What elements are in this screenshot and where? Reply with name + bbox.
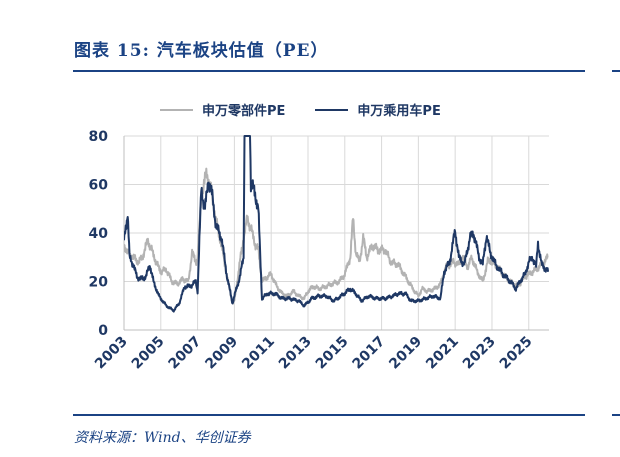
x-tick-label: 2015	[313, 334, 352, 373]
legend-swatch-components	[160, 108, 193, 111]
x-tick-label: 2011	[239, 334, 278, 373]
title-divider	[73, 70, 585, 72]
adjacent-divider	[612, 70, 620, 72]
source-note: 资料来源：Wind、华创证券	[74, 430, 251, 446]
x-tick-label: 2017	[350, 334, 389, 373]
series-line-vehicles	[124, 135, 549, 313]
x-tick-label: 2013	[276, 334, 315, 373]
y-tick-label: 40	[89, 226, 109, 242]
x-tick-label: 2019	[386, 334, 425, 373]
y-tick-label: 20	[89, 275, 109, 291]
x-tick-label: 2025	[497, 334, 536, 373]
legend-item-vehicles: 申万乘用车PE	[315, 100, 441, 119]
x-tick-label: 2009	[202, 334, 241, 373]
y-tick-label: 60	[89, 178, 109, 194]
x-tick-label: 2005	[129, 334, 168, 373]
y-tick-label: 80	[89, 129, 109, 145]
figure-title: 图表 15: 汽车板块估值（PE）	[74, 41, 329, 61]
legend-swatch-vehicles	[315, 108, 349, 111]
legend: 申万零部件PE 申万乘用车PE	[160, 100, 441, 119]
legend-label-components: 申万零部件PE	[202, 104, 286, 119]
y-tick-label: 0	[98, 323, 108, 339]
x-tick-label: 2007	[166, 334, 205, 373]
legend-item-components: 申万零部件PE	[160, 100, 285, 119]
legend-label-vehicles: 申万乘用车PE	[357, 104, 441, 119]
series-line-components	[124, 167, 549, 305]
source-divider	[73, 414, 585, 416]
adjacent-source-divider	[612, 414, 620, 416]
x-tick-label: 2003	[92, 334, 131, 373]
x-tick-label: 2021	[423, 334, 462, 373]
x-tick-label: 2023	[460, 334, 499, 373]
